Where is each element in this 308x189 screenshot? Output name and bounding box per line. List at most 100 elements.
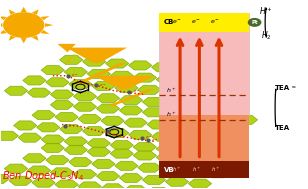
Polygon shape <box>96 172 120 181</box>
Polygon shape <box>32 9 38 15</box>
Polygon shape <box>110 141 133 150</box>
Polygon shape <box>202 156 225 166</box>
Polygon shape <box>138 163 161 172</box>
Polygon shape <box>133 143 156 152</box>
Text: $h^+$: $h^+$ <box>172 165 182 174</box>
Polygon shape <box>41 135 64 144</box>
Polygon shape <box>96 104 120 113</box>
Polygon shape <box>78 182 101 189</box>
Polygon shape <box>188 112 212 121</box>
Polygon shape <box>57 44 76 63</box>
Polygon shape <box>142 175 166 184</box>
Text: CB: CB <box>164 19 175 25</box>
Polygon shape <box>64 145 87 154</box>
Text: TEA: TEA <box>275 125 290 131</box>
Text: $e^-$: $e^-$ <box>172 19 182 26</box>
Text: $e^-$: $e^-$ <box>191 19 201 26</box>
Polygon shape <box>69 157 92 167</box>
Text: $e^-$: $e^-$ <box>111 128 119 135</box>
Polygon shape <box>0 131 18 140</box>
Polygon shape <box>101 184 124 189</box>
Polygon shape <box>78 114 101 123</box>
Circle shape <box>249 19 261 26</box>
Polygon shape <box>152 63 175 72</box>
Polygon shape <box>21 38 27 43</box>
Polygon shape <box>133 73 156 82</box>
Polygon shape <box>21 7 27 12</box>
Text: TEA: TEA <box>275 85 290 91</box>
Bar <box>159 13 249 32</box>
Polygon shape <box>83 126 106 136</box>
Polygon shape <box>92 159 115 168</box>
Polygon shape <box>73 102 97 111</box>
Polygon shape <box>197 136 221 145</box>
Polygon shape <box>179 155 202 164</box>
Polygon shape <box>9 35 16 41</box>
Polygon shape <box>165 177 188 186</box>
Polygon shape <box>73 92 97 101</box>
Polygon shape <box>110 71 133 80</box>
Polygon shape <box>120 106 143 115</box>
Polygon shape <box>14 121 37 130</box>
Polygon shape <box>147 120 170 129</box>
Polygon shape <box>0 23 2 27</box>
Polygon shape <box>51 100 74 109</box>
Polygon shape <box>41 66 64 75</box>
Polygon shape <box>221 68 244 77</box>
Polygon shape <box>4 164 28 173</box>
Polygon shape <box>211 113 235 122</box>
Polygon shape <box>94 76 155 106</box>
Polygon shape <box>138 85 161 94</box>
Polygon shape <box>18 133 42 142</box>
Polygon shape <box>23 76 46 85</box>
Text: $\bf{\it{Ben\ Doped\text{-}C_3N_4}}$: $\bf{\it{Ben\ Doped\text{-}C_3N_4}}$ <box>2 169 84 183</box>
Polygon shape <box>193 124 216 133</box>
Polygon shape <box>55 112 78 122</box>
Polygon shape <box>59 55 83 64</box>
Polygon shape <box>184 89 207 98</box>
Polygon shape <box>161 87 184 96</box>
Text: VB: VB <box>164 167 175 173</box>
Polygon shape <box>142 98 166 107</box>
Polygon shape <box>110 149 133 158</box>
Text: $e^-$: $e^-$ <box>99 82 106 89</box>
Text: $h^+$: $h^+$ <box>166 86 177 94</box>
Polygon shape <box>23 154 46 163</box>
Polygon shape <box>51 90 74 99</box>
Text: $e^-$: $e^-$ <box>151 137 158 144</box>
Polygon shape <box>96 94 120 103</box>
Polygon shape <box>124 118 147 127</box>
Polygon shape <box>92 81 115 91</box>
Polygon shape <box>128 61 152 70</box>
Polygon shape <box>4 86 28 95</box>
Polygon shape <box>124 186 147 189</box>
Polygon shape <box>120 96 143 105</box>
Text: $e^-$: $e^-$ <box>132 88 140 95</box>
Polygon shape <box>41 30 50 34</box>
Polygon shape <box>73 170 97 179</box>
Polygon shape <box>202 79 225 88</box>
Polygon shape <box>9 9 16 15</box>
Polygon shape <box>152 132 175 141</box>
Polygon shape <box>27 88 51 97</box>
Polygon shape <box>66 48 127 81</box>
Polygon shape <box>156 75 180 84</box>
Polygon shape <box>133 151 156 160</box>
Polygon shape <box>0 30 7 34</box>
Polygon shape <box>83 57 106 66</box>
Polygon shape <box>59 125 83 134</box>
Circle shape <box>4 13 44 37</box>
Polygon shape <box>184 167 207 176</box>
Text: $h^+$: $h^+$ <box>166 110 177 119</box>
Polygon shape <box>188 179 212 188</box>
Polygon shape <box>128 130 152 139</box>
Polygon shape <box>147 187 170 189</box>
Polygon shape <box>51 168 74 177</box>
Polygon shape <box>216 126 239 135</box>
Polygon shape <box>101 116 124 125</box>
Polygon shape <box>64 137 87 146</box>
Polygon shape <box>32 178 55 187</box>
Polygon shape <box>106 59 129 68</box>
Polygon shape <box>32 35 38 41</box>
Polygon shape <box>27 166 51 175</box>
